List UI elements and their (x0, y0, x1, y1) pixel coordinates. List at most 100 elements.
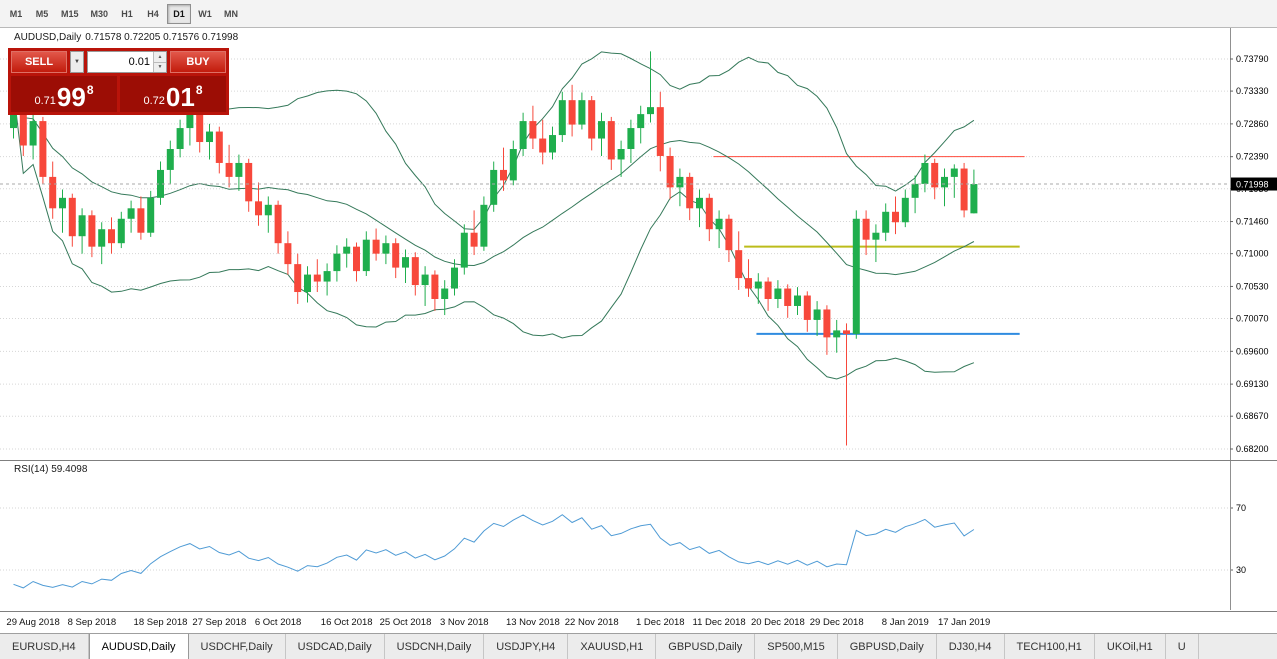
chart-tab-gbpusd-daily[interactable]: GBPUSD,Daily (656, 634, 756, 659)
timeframe-button-mn[interactable]: MN (224, 8, 239, 19)
candle-body (490, 169, 498, 205)
candle-body (637, 114, 645, 129)
chart-ohlc-values: 0.71578 0.72205 0.71576 0.71998 (85, 32, 239, 43)
time-axis-label: 29 Dec 2018 (809, 617, 864, 628)
candle-body (245, 162, 253, 202)
chart-tab-u[interactable]: U (1166, 634, 1199, 659)
candle-body (108, 229, 115, 244)
time-axis-label: 20 Dec 2018 (750, 617, 805, 628)
buy-price-prefix: 0.72 (143, 95, 165, 107)
candle-body (343, 246, 351, 254)
candle-body (725, 218, 733, 251)
stepper-down-icon[interactable]: ▼ (154, 62, 166, 72)
timeframe-button-h1[interactable]: H1 (121, 8, 133, 19)
chart-tab-usdchf-daily[interactable]: USDCHF,Daily (189, 634, 286, 659)
stepper-up-icon[interactable]: ▲ (154, 52, 166, 63)
chart-tab-eurusd-h4[interactable]: EURUSD,H4 (0, 634, 89, 659)
chart-tab-usdcad-daily[interactable]: USDCAD,Daily (286, 634, 385, 659)
time-axis-label: 18 Sep 2018 (133, 617, 188, 628)
candle-body (235, 162, 243, 177)
chart-tab-audusd-daily[interactable]: AUDUSD,Daily (88, 634, 189, 659)
timeframe-button-m5[interactable]: M5 (35, 8, 49, 19)
candle-body (137, 208, 145, 233)
sell-button[interactable]: SELL (11, 51, 67, 73)
time-axis-label: 25 Oct 2018 (379, 617, 432, 628)
candle-body (98, 229, 106, 247)
candle-body (117, 218, 125, 244)
price-axis-label: 0.73790 (1236, 54, 1269, 64)
candle-body (558, 100, 566, 136)
rsi-indicator-label: RSI(14) 59.4098 (14, 464, 88, 475)
chart-tab-dj30-h4[interactable]: DJ30,H4 (937, 634, 1005, 659)
time-axis-label: 11 Dec 2018 (692, 617, 746, 628)
lot-size-stepper[interactable]: ▲ ▼ (153, 52, 166, 72)
candle-body (304, 274, 311, 293)
buy-price-sup: 8 (195, 83, 203, 97)
time-axis-label: 3 Nov 2018 (440, 617, 489, 628)
timeframe-button-h4[interactable]: H4 (147, 8, 159, 19)
timeframe-button-m30[interactable]: M30 (90, 8, 109, 19)
candle-body (950, 168, 958, 177)
candle-body (196, 114, 204, 143)
sell-price-display[interactable]: 0.71 99 8 (11, 76, 117, 112)
candle-body (382, 243, 390, 254)
chart-tab-gbpusd-daily[interactable]: GBPUSD,Daily (838, 634, 937, 659)
bollinger-middle-band (13, 89, 975, 276)
candle-body (647, 107, 654, 115)
candle-body (470, 232, 478, 247)
candle-body (686, 176, 694, 209)
price-axis-label: 0.71000 (1236, 249, 1269, 259)
timeframe-button-d1[interactable]: D1 (167, 3, 192, 24)
timeframe-button-m15[interactable]: M15 (61, 8, 79, 19)
candle-body (794, 295, 801, 306)
price-axis-label: 0.68200 (1236, 444, 1269, 454)
candle-body (392, 243, 400, 268)
timeframe-toolbar: M1 M5 M15 M30 H1 H4 D1 W1 MN (0, 0, 1277, 28)
candle-body (617, 149, 625, 160)
lot-dropdown-button[interactable]: ▼ (70, 51, 84, 73)
chevron-down-icon: ▼ (74, 59, 80, 65)
chart-tab-sp500-m15[interactable]: SP500,M15 (755, 634, 838, 659)
candle-body (59, 197, 66, 209)
candle-body (431, 274, 439, 299)
price-axis-label: 0.69600 (1236, 346, 1269, 356)
candle-body (284, 243, 292, 265)
lot-size-input[interactable]: 0.01 ▲ ▼ (87, 51, 167, 73)
chart-tab-xauusd-h1[interactable]: XAUUSD,H1 (568, 634, 657, 659)
bollinger-lower-band (13, 89, 975, 380)
candle-body (862, 218, 870, 240)
candle-body (843, 330, 850, 334)
candle-body (353, 246, 360, 272)
chart-tab-tech100-h1[interactable]: TECH100,H1 (1005, 634, 1095, 659)
buy-price-big: 01 (165, 82, 195, 112)
candle-body (931, 162, 939, 188)
candle-body (147, 197, 155, 233)
candle-body (627, 128, 635, 149)
candle-body (176, 128, 184, 149)
candle-body (451, 267, 458, 289)
candle-body (578, 100, 586, 125)
chart-symbol-label: AUDUSD,Daily (14, 32, 82, 43)
chart-tab-usdjpy-h4[interactable]: USDJPY,H4 (484, 634, 569, 659)
chart-tab-usdcnh-daily[interactable]: USDCNH,Daily (385, 634, 485, 659)
timeframe-button-m1[interactable]: M1 (9, 8, 23, 19)
candle-body (39, 121, 47, 177)
candle-body (549, 135, 556, 153)
candle-body (911, 183, 919, 198)
chart-tab-ukoil-h1[interactable]: UKOil,H1 (1095, 634, 1166, 659)
candle-body (696, 197, 703, 209)
candle-body (49, 176, 57, 209)
rsi-chart-canvas[interactable]: 70 30 (0, 460, 1277, 610)
time-axis-label: 27 Sep 2018 (192, 617, 247, 628)
buy-price-display[interactable]: 0.72 01 8 (120, 76, 226, 112)
timeframe-button-w1[interactable]: W1 (198, 8, 212, 19)
candle-body (666, 155, 674, 188)
rsi-axis-label: 30 (1236, 565, 1246, 575)
candle-body (441, 288, 449, 299)
candle-body (784, 288, 792, 306)
buy-button[interactable]: BUY (170, 51, 226, 73)
candle-body (225, 162, 233, 177)
time-axis[interactable]: 29 Aug 2018 8 Sep 2018 18 Sep 2018 27 Sep 2… (0, 611, 1277, 633)
candle-body (509, 149, 517, 181)
